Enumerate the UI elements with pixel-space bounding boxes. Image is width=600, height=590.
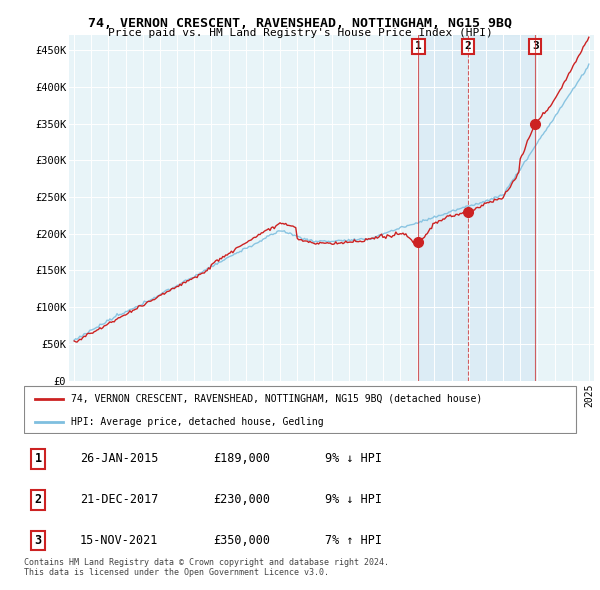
Text: 74, VERNON CRESCENT, RAVENSHEAD, NOTTINGHAM, NG15 9BQ (detached house): 74, VERNON CRESCENT, RAVENSHEAD, NOTTING… bbox=[71, 394, 482, 404]
Text: 74, VERNON CRESCENT, RAVENSHEAD, NOTTINGHAM, NG15 9BQ: 74, VERNON CRESCENT, RAVENSHEAD, NOTTING… bbox=[88, 17, 512, 30]
Text: £189,000: £189,000 bbox=[214, 453, 271, 466]
Text: Contains HM Land Registry data © Crown copyright and database right 2024.
This d: Contains HM Land Registry data © Crown c… bbox=[24, 558, 389, 577]
Text: HPI: Average price, detached house, Gedling: HPI: Average price, detached house, Gedl… bbox=[71, 417, 324, 427]
Text: 3: 3 bbox=[532, 41, 539, 51]
Text: 2: 2 bbox=[465, 41, 472, 51]
Text: 7% ↑ HPI: 7% ↑ HPI bbox=[325, 534, 382, 547]
Text: 9% ↓ HPI: 9% ↓ HPI bbox=[325, 493, 382, 506]
Text: 1: 1 bbox=[415, 41, 422, 51]
Text: 9% ↓ HPI: 9% ↓ HPI bbox=[325, 453, 382, 466]
Text: £230,000: £230,000 bbox=[214, 493, 271, 506]
Text: 26-JAN-2015: 26-JAN-2015 bbox=[80, 453, 158, 466]
Bar bbox=[418, 35, 535, 381]
Text: 3: 3 bbox=[34, 534, 41, 547]
Text: £350,000: £350,000 bbox=[214, 534, 271, 547]
Text: 15-NOV-2021: 15-NOV-2021 bbox=[80, 534, 158, 547]
Text: 1: 1 bbox=[34, 453, 41, 466]
Text: Price paid vs. HM Land Registry's House Price Index (HPI): Price paid vs. HM Land Registry's House … bbox=[107, 28, 493, 38]
Text: 2: 2 bbox=[34, 493, 41, 506]
Text: 21-DEC-2017: 21-DEC-2017 bbox=[80, 493, 158, 506]
FancyBboxPatch shape bbox=[24, 386, 577, 432]
